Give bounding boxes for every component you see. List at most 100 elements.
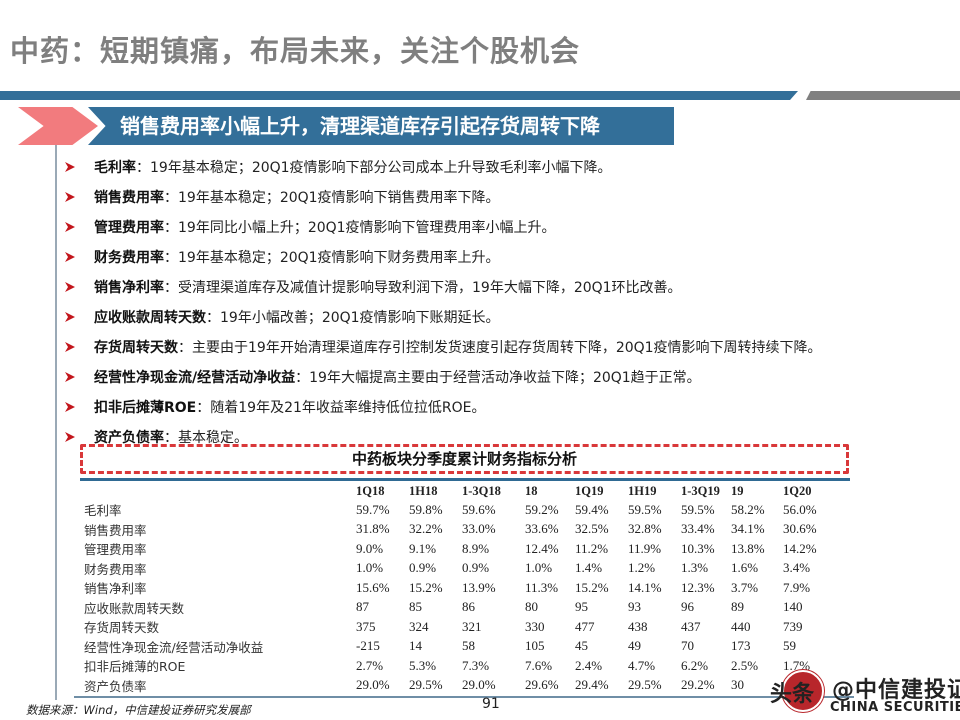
table-cell: -215	[356, 638, 380, 654]
page-title: 中药：短期镇痛，布局未来，关注个股机会	[10, 34, 581, 68]
row-label: 扣非后摊薄的ROE	[84, 659, 186, 675]
arrow-bullet-icon	[64, 401, 94, 413]
bullet-desc: ：19年基本稳定；20Q1疫情影响下部分公司成本上升导致毛利率小幅下降。	[136, 160, 612, 176]
financial-indicators-table: 1Q18 1H18 1-3Q18 18 1Q19 1H19 1-3Q19 19 …	[84, 482, 833, 695]
column-header	[84, 482, 356, 500]
table-cell: 29.2%	[681, 677, 715, 693]
table-cell: 5.3%	[409, 657, 437, 673]
table-row: 经营性净现金流/经营活动净收益 -215 14 58 105 45 49 70 …	[84, 637, 833, 657]
table-cell: 330	[525, 618, 545, 634]
table-cell: 86	[462, 599, 475, 615]
table-cell: 93	[628, 599, 641, 615]
table-cell: 8.9%	[462, 540, 490, 556]
table-cell: 4.7%	[628, 657, 656, 673]
table-header-row: 1Q18 1H18 1-3Q18 18 1Q19 1H19 1-3Q19 19 …	[84, 482, 833, 500]
table-cell: 80	[525, 599, 538, 615]
table-cell: 56.0%	[783, 501, 817, 517]
table-cell: 70	[681, 638, 694, 654]
table-cell: 13.9%	[462, 579, 496, 595]
row-label: 财务费用率	[84, 561, 147, 577]
arrow-bullet-icon	[64, 281, 94, 293]
table-cell: 1.6%	[731, 560, 759, 576]
table-cell: 11.3%	[525, 579, 559, 595]
watermark: 头条 @中信建投证券 CHINA SECURITIES	[770, 668, 960, 720]
table-cell: 1.7%	[783, 657, 811, 673]
table-cell: 0.9%	[462, 560, 490, 576]
row-label: 经营性净现金流/经营活动净收益	[84, 639, 264, 655]
section-banner	[88, 107, 674, 145]
table-cell: 7.9%	[783, 579, 811, 595]
bullet-item: 资产负债率 ：基本稳定。	[64, 422, 954, 452]
bullet-desc: ：19年大幅提高主要由于经营活动净收益下降；20Q1趋于正常。	[295, 370, 701, 386]
table-title: 中药板块分季度累计财务指标分析	[351, 450, 577, 468]
arrow-bullet-icon	[64, 431, 94, 443]
table-cell: 7.6%	[525, 657, 553, 673]
table-row: 扣非后摊薄的ROE 2.7% 5.3% 7.3% 7.6% 2.4% 4.7% …	[84, 656, 833, 676]
table-cell: 9.0%	[356, 540, 384, 556]
table-cell: 59.7%	[356, 501, 390, 517]
watermark-english: CHINA SECURITIES	[830, 700, 960, 715]
banner-chevron-icon	[18, 107, 98, 145]
watermark-seal-text: 头条	[770, 682, 815, 707]
table-cell: 15.2%	[409, 579, 443, 595]
table-cell: 1.4%	[575, 560, 603, 576]
table-cell: 29.6%	[525, 677, 559, 693]
table-cell: 85	[409, 599, 422, 615]
data-source-note: 数据来源：Wind，中信建投证券研究发展部	[26, 703, 251, 717]
table-cell: 11.9%	[628, 540, 662, 556]
bullet-list: 毛利率 ：19年基本稳定；20Q1疫情影响下部分公司成本上升导致毛利率小幅下降。 …	[64, 152, 954, 452]
table-cell: 59.5%	[628, 501, 662, 517]
watermark-handle: @中信建投证券	[832, 678, 960, 703]
row-label: 资产负债率	[84, 678, 147, 694]
table-cell: 321	[462, 618, 482, 634]
bullet-item: 应收账款周转天数 ：19年小幅改善；20Q1疫情影响下账期延长。	[64, 302, 954, 332]
table-cell: 739	[783, 618, 803, 634]
seal-logo-icon	[782, 670, 824, 712]
bullet-term: 毛利率	[94, 160, 136, 176]
table-cell: 3.4%	[783, 560, 811, 576]
table-cell: 15.6%	[356, 579, 390, 595]
row-label: 管理费用率	[84, 542, 147, 558]
bullet-term: 应收账款周转天数	[94, 310, 206, 326]
table-row: 管理费用率 9.0% 9.1% 8.9% 12.4% 11.2% 11.9% 1…	[84, 539, 833, 559]
table-cell: 29.0%	[356, 677, 390, 693]
table-cell: 58.2%	[731, 501, 765, 517]
table-cell: 59	[783, 638, 796, 654]
table-cell: 59.8%	[409, 501, 443, 517]
column-header: 1-3Q18	[462, 483, 501, 498]
table-cell: 33.6%	[525, 521, 559, 537]
arrow-bullet-icon	[64, 221, 94, 233]
arrow-bullet-icon	[64, 371, 94, 383]
table-cell: 10.3%	[681, 540, 715, 556]
table-cell: 29.0%	[462, 677, 496, 693]
arrow-bullet-icon	[64, 311, 94, 323]
bullet-item: 财务费用率 ：19年基本稳定；20Q1疫情影响下财务费用率上升。	[64, 242, 954, 272]
table-cell: 58	[462, 638, 475, 654]
table-row: 财务费用率 1.0% 0.9% 0.9% 1.0% 1.4% 1.2% 1.3%…	[84, 559, 833, 579]
table-cell: 32.8%	[628, 521, 662, 537]
table-bottom-rule	[74, 696, 854, 698]
table-cell: 477	[575, 618, 595, 634]
arrow-bullet-icon	[64, 161, 94, 173]
bullet-item: 经营性净现金流/经营活动净收益 ：19年大幅提高主要由于经营活动净收益下降；20Q…	[64, 362, 954, 392]
table-row: 应收账款周转天数 87 85 86 80 95 93 96 89 140	[84, 598, 833, 618]
bullet-desc: ：受清理渠道库存及减值计提影响导致利润下滑，19年大幅下降，20Q1环比改善。	[164, 280, 682, 296]
table-cell: 14	[409, 638, 422, 654]
table-cell: 2.4%	[575, 657, 603, 673]
bullet-item: 销售净利率 ：受清理渠道库存及减值计提影响导致利润下滑，19年大幅下降，20Q1环…	[64, 272, 954, 302]
table-cell: 11.2%	[575, 540, 609, 556]
table-cell: 32.5%	[575, 521, 609, 537]
bullet-term: 销售费用率	[94, 190, 164, 206]
table-cell: 440	[731, 618, 751, 634]
table-cell: 32.2%	[409, 521, 443, 537]
table-cell: 3.7%	[731, 579, 759, 595]
table-cell: 29.5%	[628, 677, 662, 693]
column-header: 18	[525, 483, 538, 498]
table-cell: 33.4%	[681, 521, 715, 537]
bullet-term: 扣非后摊薄ROE	[94, 400, 197, 416]
table-cell: 96	[681, 599, 694, 615]
bullet-desc: ：基本稳定。	[164, 430, 248, 446]
table-cell: 33.0%	[462, 521, 496, 537]
bullet-desc: ：19年同比小幅上升；20Q1疫情影响下管理费用率小幅上升。	[164, 220, 556, 236]
table-cell: 95	[575, 599, 588, 615]
